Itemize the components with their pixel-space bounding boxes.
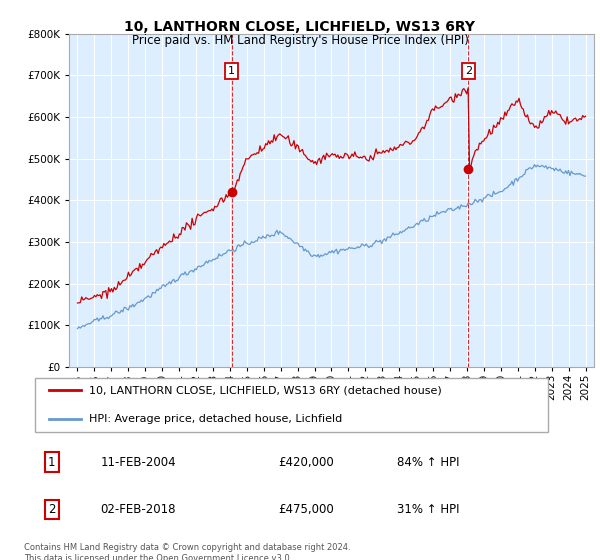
Text: 02-FEB-2018: 02-FEB-2018 — [100, 503, 176, 516]
Text: HPI: Average price, detached house, Lichfield: HPI: Average price, detached house, Lich… — [89, 414, 343, 424]
Text: 2: 2 — [465, 66, 472, 76]
Text: 31% ↑ HPI: 31% ↑ HPI — [397, 503, 460, 516]
Text: £420,000: £420,000 — [278, 456, 334, 469]
Text: Price paid vs. HM Land Registry's House Price Index (HPI): Price paid vs. HM Land Registry's House … — [131, 34, 469, 46]
Text: 10, LANTHORN CLOSE, LICHFIELD, WS13 6RY: 10, LANTHORN CLOSE, LICHFIELD, WS13 6RY — [125, 20, 476, 34]
Text: 11-FEB-2004: 11-FEB-2004 — [100, 456, 176, 469]
Text: £475,000: £475,000 — [278, 503, 334, 516]
Text: Contains HM Land Registry data © Crown copyright and database right 2024.
This d: Contains HM Land Registry data © Crown c… — [24, 543, 350, 560]
FancyBboxPatch shape — [35, 377, 548, 432]
Text: 84% ↑ HPI: 84% ↑ HPI — [397, 456, 460, 469]
Text: 2: 2 — [48, 503, 55, 516]
Text: 10, LANTHORN CLOSE, LICHFIELD, WS13 6RY (detached house): 10, LANTHORN CLOSE, LICHFIELD, WS13 6RY … — [89, 385, 442, 395]
Text: 1: 1 — [48, 456, 55, 469]
Text: 1: 1 — [228, 66, 235, 76]
